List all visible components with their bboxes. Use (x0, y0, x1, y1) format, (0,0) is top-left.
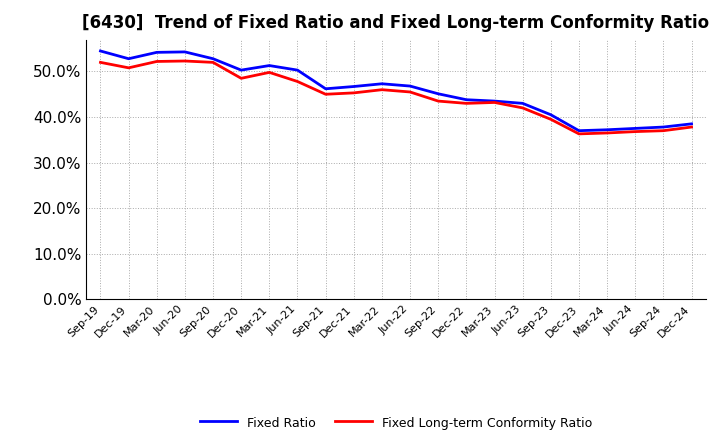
Fixed Ratio (377, 81, 386, 86)
Fixed Long-term Conformity Ratio (96, 60, 105, 65)
Fixed Long-term Conformity Ratio (349, 90, 358, 95)
Line: Fixed Long-term Conformity Ratio: Fixed Long-term Conformity Ratio (101, 61, 691, 134)
Fixed Ratio (349, 84, 358, 89)
Fixed Long-term Conformity Ratio (406, 89, 415, 95)
Fixed Ratio (546, 112, 555, 117)
Fixed Ratio (434, 91, 443, 96)
Fixed Ratio (659, 125, 667, 130)
Fixed Ratio (153, 50, 161, 55)
Fixed Long-term Conformity Ratio (659, 128, 667, 133)
Fixed Long-term Conformity Ratio (546, 117, 555, 122)
Fixed Ratio (209, 56, 217, 61)
Legend: Fixed Ratio, Fixed Long-term Conformity Ratio: Fixed Ratio, Fixed Long-term Conformity … (194, 411, 598, 436)
Title: [6430]  Trend of Fixed Ratio and Fixed Long-term Conformity Ratio: [6430] Trend of Fixed Ratio and Fixed Lo… (82, 15, 710, 33)
Fixed Long-term Conformity Ratio (265, 70, 274, 75)
Fixed Ratio (181, 49, 189, 55)
Fixed Long-term Conformity Ratio (490, 100, 499, 105)
Fixed Long-term Conformity Ratio (237, 76, 246, 81)
Fixed Long-term Conformity Ratio (321, 92, 330, 97)
Fixed Long-term Conformity Ratio (153, 59, 161, 64)
Fixed Long-term Conformity Ratio (434, 99, 443, 104)
Fixed Ratio (518, 101, 527, 106)
Fixed Long-term Conformity Ratio (575, 131, 583, 136)
Fixed Long-term Conformity Ratio (518, 105, 527, 110)
Fixed Long-term Conformity Ratio (462, 101, 471, 106)
Line: Fixed Ratio: Fixed Ratio (101, 51, 691, 131)
Fixed Ratio (96, 48, 105, 54)
Fixed Long-term Conformity Ratio (125, 65, 133, 70)
Fixed Long-term Conformity Ratio (603, 130, 611, 136)
Fixed Long-term Conformity Ratio (631, 129, 639, 134)
Fixed Ratio (293, 67, 302, 73)
Fixed Ratio (687, 121, 696, 126)
Fixed Long-term Conformity Ratio (687, 125, 696, 130)
Fixed Ratio (125, 56, 133, 61)
Fixed Ratio (462, 97, 471, 103)
Fixed Ratio (490, 99, 499, 104)
Fixed Ratio (575, 128, 583, 133)
Fixed Ratio (631, 126, 639, 131)
Fixed Ratio (265, 63, 274, 68)
Fixed Long-term Conformity Ratio (181, 59, 189, 64)
Fixed Long-term Conformity Ratio (293, 79, 302, 84)
Fixed Ratio (321, 86, 330, 92)
Fixed Ratio (603, 127, 611, 132)
Fixed Long-term Conformity Ratio (209, 60, 217, 65)
Fixed Ratio (406, 84, 415, 89)
Fixed Long-term Conformity Ratio (377, 87, 386, 92)
Fixed Ratio (237, 67, 246, 73)
